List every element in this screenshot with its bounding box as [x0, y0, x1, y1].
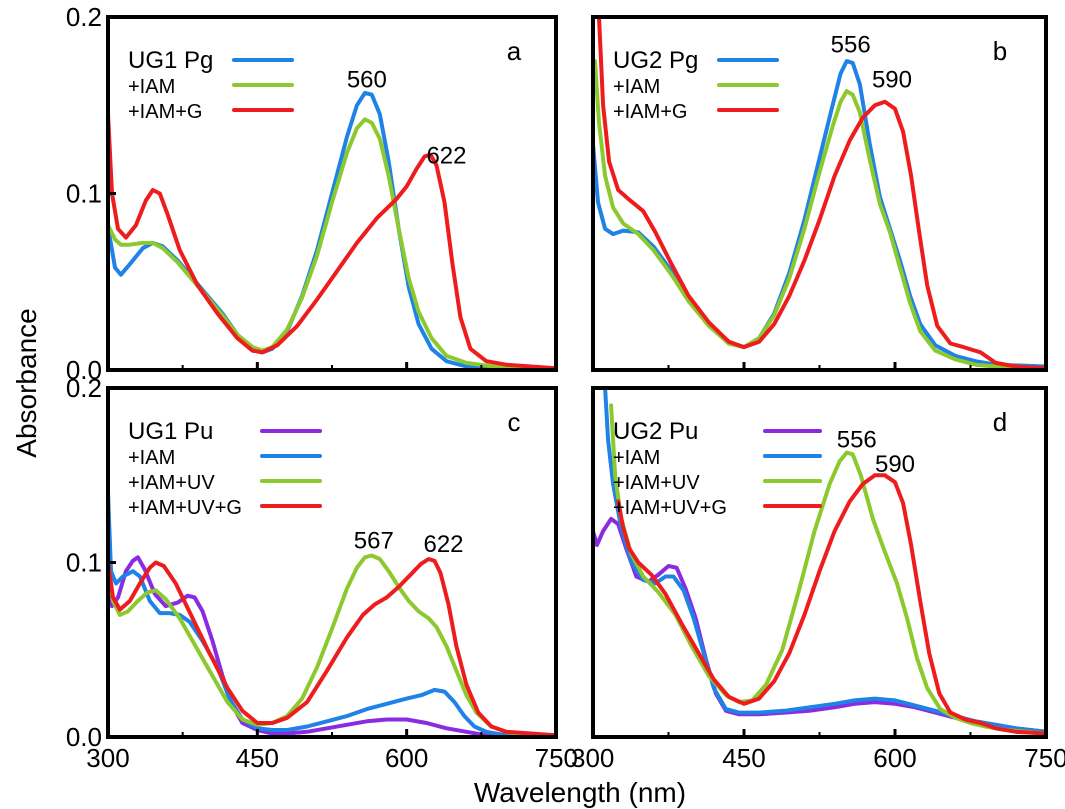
y-tick-label: 0.0	[66, 355, 102, 385]
y-tick-label: 0.2	[66, 2, 102, 32]
peak-annotation: 567	[354, 528, 394, 555]
series-line-d-1	[603, 388, 1046, 734]
legend-label: +IAM+UV	[613, 472, 700, 494]
series-line-a-1	[108, 117, 556, 370]
panel-letter: d	[993, 407, 1007, 437]
y-tick-label: 0.2	[66, 373, 102, 403]
panel-letter: b	[993, 36, 1007, 66]
plot-area	[108, 90, 556, 370]
panel-letter: a	[507, 36, 522, 66]
legend-label: UG1 Pg	[128, 47, 213, 74]
plot-area	[108, 490, 556, 737]
series-line-d-2	[609, 403, 1046, 736]
series-line-c-1	[108, 490, 556, 737]
x-tick-label: 600	[385, 743, 428, 773]
legend-label: +IAM	[613, 76, 660, 98]
plot-area	[593, 17, 1046, 370]
legend-label: +IAM	[128, 76, 175, 98]
legend-label: +IAM+G	[128, 101, 202, 123]
series-line-c-3	[108, 557, 556, 737]
panel-a: 0.0 0.1 0.2 UG1 Pg+IAM +IAM+G a 560 622	[66, 2, 558, 385]
legend-label: UG1 Pu	[128, 418, 213, 445]
legend-label: UG2 Pg	[613, 47, 698, 74]
peak-annotation: 556	[837, 426, 877, 453]
legend-label: UG2 Pu	[613, 418, 698, 445]
x-tick-label: 300	[571, 743, 614, 773]
x-tick-label: 600	[873, 743, 916, 773]
panel-c: 300 450 600 750 0.0 0.1 0.2 UG1 Pu+IAM +IAM+UV +I…	[66, 373, 578, 773]
y-tick-label: 0.1	[66, 548, 102, 578]
x-tick-label: 450	[722, 743, 765, 773]
series-line-b-2	[597, 17, 1046, 370]
y-tick-label: 0.0	[66, 722, 102, 752]
x-tick-label: 450	[236, 743, 279, 773]
legend-label: +IAM	[128, 447, 175, 469]
peak-annotation: 622	[423, 531, 463, 558]
y-tick-label: 0.1	[66, 179, 102, 209]
legend-label: +IAM	[613, 447, 660, 469]
peak-annotation: 560	[347, 67, 387, 94]
panel-letter: c	[508, 407, 521, 437]
legend-label: +IAM+G	[613, 101, 687, 123]
series-line-c-2	[108, 553, 556, 737]
legend-label: +IAM+UV	[128, 472, 215, 494]
peak-annotation: 590	[875, 451, 915, 478]
plot-area	[593, 388, 1046, 736]
x-tick-label: 300	[86, 743, 129, 773]
x-axis-title: Wavelength (nm)	[474, 777, 686, 808]
peak-annotation: 622	[426, 142, 466, 169]
legend-label: +IAM+UV+G	[128, 497, 242, 519]
series-line-b-1	[593, 59, 1046, 370]
peak-annotation: 590	[872, 67, 912, 94]
y-axis-title: Absorbance	[11, 308, 42, 457]
series-line-a-2	[108, 112, 556, 370]
panel-d: 300 450 600 750 UG2 Pu+IAM +IAM+UV +IAM+UV+G d 5…	[571, 386, 1065, 773]
legend-label: +IAM+UV+G	[613, 497, 727, 519]
x-tick-label: 750	[1024, 743, 1065, 773]
x-tick-label: 750	[535, 743, 578, 773]
series-line-d-3	[616, 473, 1046, 736]
series-line-d-0	[593, 516, 1046, 734]
peak-annotation: 556	[831, 31, 871, 58]
